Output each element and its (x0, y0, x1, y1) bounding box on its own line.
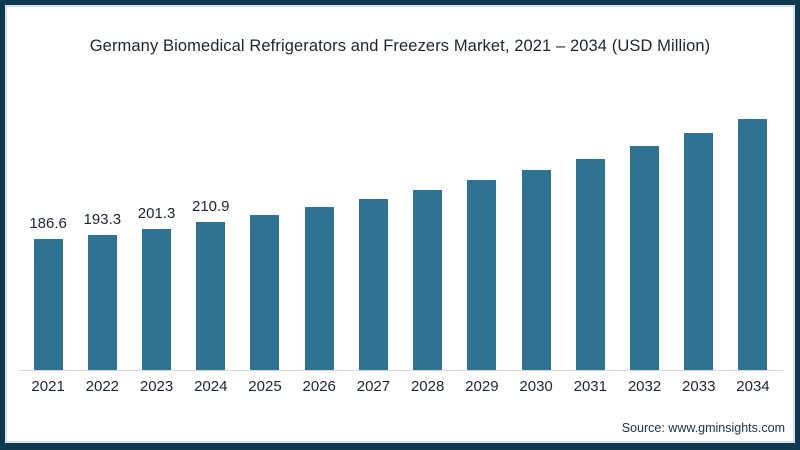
bar-2033 (684, 133, 714, 370)
bar-plot-area: 186.6 193.3 201.3 210.9 (21, 112, 780, 370)
bar-2026 (304, 207, 334, 370)
bar-2034 (738, 119, 768, 370)
bar-value-label: 193.3 (83, 211, 122, 228)
bar-2021 (33, 239, 63, 370)
bar-2031 (575, 159, 605, 370)
x-axis-label-2033: 2033 (682, 378, 716, 395)
bar-column-2025 (238, 112, 292, 370)
bar-column-2034 (726, 112, 780, 370)
bar-column-2027 (346, 112, 400, 370)
bar-2023 (142, 229, 172, 370)
bar-value-label: 186.6 (29, 215, 67, 232)
bar-2027 (358, 199, 388, 370)
bar-value-label: 210.9 (191, 198, 230, 215)
bar-2029 (467, 180, 497, 370)
bar-column-2022: 193.3 (75, 112, 129, 370)
x-axis-label-2032: 2032 (627, 378, 662, 395)
x-axis-label-2027: 2027 (356, 378, 391, 395)
x-axis-label-2029: 2029 (465, 378, 499, 395)
bar-column-2032 (617, 112, 671, 370)
bar-2022 (87, 235, 117, 370)
x-axis-label-2021: 2021 (31, 378, 65, 395)
x-axis-line (19, 370, 783, 371)
x-axis-label-2034: 2034 (736, 378, 770, 395)
bar-column-2024: 210.9 (184, 112, 238, 370)
chart-title: Germany Biomedical Refrigerators and Fre… (89, 37, 711, 55)
x-axis-label-2022: 2022 (85, 378, 120, 395)
bar-column-2031 (563, 112, 617, 370)
bar-column-2021: 186.6 (21, 112, 75, 370)
bar-2030 (521, 170, 551, 370)
x-axis-label-2024: 2024 (194, 378, 228, 395)
chart-canvas: Germany Biomedical Refrigerators and Fre… (5, 5, 795, 443)
x-axis-label-2030: 2030 (519, 378, 553, 395)
x-axis-label-2028: 2028 (410, 378, 445, 395)
x-axis-label-2025: 2025 (248, 378, 282, 395)
bar-value-label: 201.3 (137, 205, 176, 222)
bar-2024 (196, 222, 226, 370)
bar-column-2029 (455, 112, 509, 370)
bar-column-2028 (401, 112, 455, 370)
bar-2025 (250, 215, 280, 370)
bar-2028 (413, 190, 443, 370)
source-attribution: Source: www.gminsights.com (621, 421, 785, 435)
x-axis-label-2023: 2023 (139, 378, 174, 395)
bar-column-2023: 201.3 (129, 112, 183, 370)
bar-2032 (630, 146, 660, 370)
x-axis-label-2026: 2026 (302, 378, 336, 395)
bar-column-2030 (509, 112, 563, 370)
x-axis-label-2031: 2031 (573, 378, 607, 395)
x-axis-labels: 2021 2022 2023 2024 2025 2026 2027 2028 2029 2030… (21, 378, 780, 395)
bar-column-2033 (672, 112, 726, 370)
bar-column-2026 (292, 112, 346, 370)
